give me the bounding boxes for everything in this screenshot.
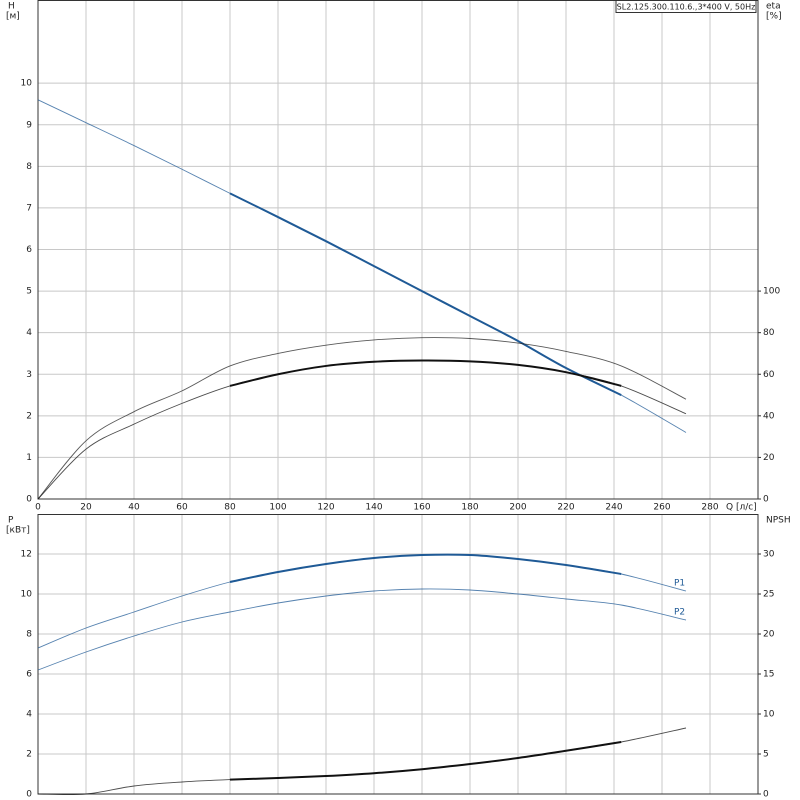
y2-tick-label: 10 [763, 710, 775, 720]
y-tick-label: 9 [26, 120, 32, 130]
x-tick-label: 280 [701, 503, 718, 513]
x-tick-label: 20 [80, 503, 92, 513]
y2-axis-label: NPSH [766, 516, 791, 526]
y2-tick-label: 30 [763, 550, 775, 560]
y-tick-label: 10 [21, 79, 33, 89]
operating-range [229, 359, 622, 387]
x-tick-label: 180 [461, 503, 478, 513]
y-tick-label: 4 [26, 710, 32, 720]
x-tick-label: 0 [35, 503, 41, 513]
x-tick-label: 220 [557, 503, 574, 513]
y2-tick-label: 15 [763, 670, 774, 680]
y2-tick-label: 60 [763, 370, 775, 380]
y-axis-unit: [кВт] [6, 526, 30, 536]
chart-title: SL2.125.300.110.6.,3*400 V, 50Hz [617, 3, 756, 12]
y-tick-label: 2 [26, 750, 32, 760]
y-tick-label: 7 [26, 203, 32, 213]
y-tick-label: 12 [21, 550, 32, 560]
curve [37, 588, 687, 671]
y-tick-label: 3 [26, 370, 32, 380]
plot-frame [37, 514, 759, 795]
y2-axis-label: eta [766, 2, 781, 12]
y-tick-label: 0 [26, 790, 32, 800]
y-axis-label: H [8, 2, 15, 12]
x-tick-label: 260 [653, 503, 670, 513]
x-tick-label: 160 [413, 503, 430, 513]
y2-tick-label: 40 [763, 411, 775, 421]
x-tick-label: 100 [269, 503, 286, 513]
y-tick-label: 0 [26, 495, 32, 505]
y-tick-label: 2 [26, 411, 32, 421]
y2-tick-label: 0 [763, 790, 769, 800]
x-tick-label: 40 [128, 503, 140, 513]
operating-range [229, 741, 622, 781]
y2-tick-label: 25 [763, 590, 774, 600]
x-tick-label: 120 [317, 503, 334, 513]
curve [37, 337, 687, 500]
y-axis-label: P [8, 516, 14, 526]
operating-range [229, 553, 622, 583]
y-tick-label: 4 [26, 328, 32, 338]
y-tick-label: 8 [26, 162, 32, 172]
y2-tick-label: 20 [763, 630, 775, 640]
y-tick-label: 8 [26, 630, 32, 640]
y2-tick-label: 80 [763, 328, 775, 338]
y2-tick-label: 100 [763, 287, 780, 297]
series-label: P1 [674, 579, 685, 589]
y-tick-label: 1 [26, 453, 32, 463]
y-tick-label: 10 [21, 590, 33, 600]
y2-tick-label: 5 [763, 750, 769, 760]
plot-frame [37, 0, 759, 500]
x-tick-label: 60 [176, 503, 188, 513]
x-axis-label: Q [л/с] [726, 503, 757, 513]
title-box [615, 0, 757, 13]
series-label: P2 [674, 608, 685, 618]
x-tick-label: 200 [509, 503, 526, 513]
y-axis-unit: [м] [6, 12, 20, 22]
y2-tick-label: 20 [763, 453, 775, 463]
y2-tick-label: 0 [763, 495, 769, 505]
x-tick-label: 240 [605, 503, 622, 513]
y-tick-label: 6 [26, 670, 32, 680]
operating-range [229, 192, 622, 396]
y-tick-label: 5 [26, 287, 32, 297]
y-tick-label: 6 [26, 245, 32, 255]
x-tick-label: 140 [365, 503, 382, 513]
y2-axis-unit: [%] [766, 12, 782, 22]
x-tick-label: 80 [224, 503, 236, 513]
